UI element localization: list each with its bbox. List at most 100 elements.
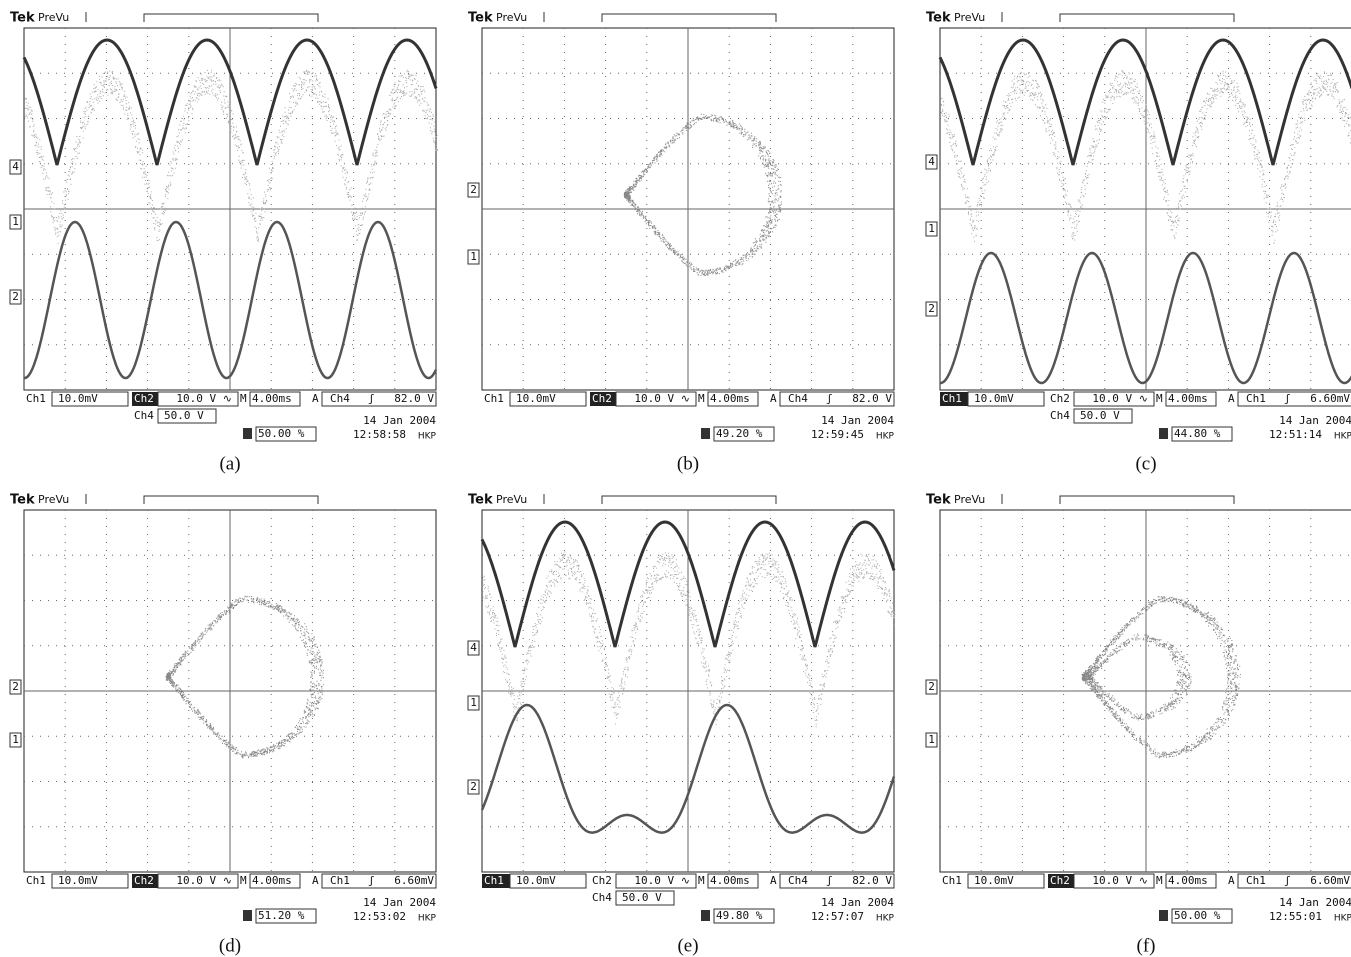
trig-pos: 49.20 %: [716, 427, 763, 440]
ch2-label: Ch2: [134, 874, 154, 887]
a-label: A: [770, 392, 777, 405]
ch1-label: Ch1: [942, 874, 962, 887]
caption: (d): [219, 935, 241, 956]
caption: (a): [219, 453, 240, 474]
trig-source: Ch1: [1246, 874, 1266, 887]
a-label: A: [312, 392, 319, 405]
acq-mode: PreVu: [954, 493, 985, 506]
a-label: A: [312, 874, 319, 887]
timebase: 4.00ms: [252, 392, 292, 405]
channel-marker: 1: [12, 733, 19, 746]
ch4-scale: 50.0 V: [1080, 409, 1120, 422]
trig-slope: ʃ: [1284, 392, 1291, 405]
scope-panel: TekPreVu21Ch110.0mVCh210.0 V ∿M4.00msACh…: [10, 493, 437, 957]
a-label: A: [1228, 392, 1235, 405]
ch4-label: Ch4: [1050, 409, 1070, 422]
time: 12:59:45: [811, 428, 864, 441]
ch2-scale: 10.0 V ∿: [176, 874, 232, 887]
ch4-label: Ch4: [134, 409, 154, 422]
date: 14 Jan 2004: [363, 414, 436, 427]
ch2-scale: 10.0 V ∿: [634, 874, 690, 887]
channel-marker: 1: [12, 215, 19, 228]
brand: Tek: [468, 493, 493, 508]
trig-slope: ʃ: [368, 874, 375, 887]
caption: (f): [1137, 935, 1156, 956]
date: 14 Jan 2004: [821, 414, 894, 427]
timezone: HKP: [876, 914, 895, 924]
brand: Tek: [10, 493, 35, 508]
record-bracket: [1002, 12, 1234, 22]
acq-mode: PreVu: [38, 11, 69, 24]
trig-pos: 50.00 %: [258, 427, 305, 440]
ch2-label: Ch2: [592, 874, 612, 887]
record-bracket: [1002, 494, 1234, 504]
record-bracket: [544, 494, 776, 504]
trig-pos-icon: [1159, 428, 1168, 439]
trig-level: 6.60mV: [1310, 874, 1350, 887]
ch2-scale: 10.0 V ∿: [176, 392, 232, 405]
m-label: M: [698, 874, 705, 887]
timebase: 4.00ms: [710, 874, 750, 887]
time: 12:55:01: [1269, 910, 1322, 923]
trig-slope: ʃ: [826, 392, 833, 405]
brand: Tek: [926, 493, 951, 508]
trig-slope: ʃ: [368, 392, 375, 405]
timezone: HKP: [876, 432, 895, 442]
timezone: HKP: [418, 914, 437, 924]
timezone: HKP: [1334, 432, 1351, 442]
trig-pos-icon: [243, 910, 252, 921]
date: 14 Jan 2004: [821, 896, 894, 909]
timezone: HKP: [1334, 914, 1351, 924]
channel-marker: 1: [928, 733, 935, 746]
acq-mode: PreVu: [954, 11, 985, 24]
channel-marker: 1: [928, 222, 935, 235]
m-label: M: [698, 392, 705, 405]
brand: Tek: [926, 11, 951, 26]
a-label: A: [1228, 874, 1235, 887]
ch2-label: Ch2: [134, 392, 154, 405]
ch1-label: Ch1: [484, 392, 504, 405]
date: 14 Jan 2004: [363, 896, 436, 909]
channel-marker: 4: [928, 155, 935, 168]
trig-level: 82.0 V: [394, 392, 434, 405]
acq-mode: PreVu: [496, 11, 527, 24]
channel-marker: 1: [470, 696, 477, 709]
ch1-label: Ch1: [942, 392, 962, 405]
channel-marker: 2: [470, 183, 477, 196]
time: 12:58:58: [353, 428, 406, 441]
time: 12:51:14: [1269, 428, 1322, 441]
channel-marker: 2: [928, 680, 935, 693]
ch2-label: Ch2: [1050, 874, 1070, 887]
trig-level: 6.60mV: [1310, 392, 1350, 405]
ch1-label: Ch1: [26, 392, 46, 405]
trig-pos-icon: [243, 428, 252, 439]
channel-marker: 4: [470, 641, 477, 654]
ch1-scale: 10.0mV: [58, 392, 98, 405]
trig-pos-icon: [701, 428, 710, 439]
a-label: A: [770, 874, 777, 887]
scope-panel: TekPreVu412Ch110.0mVCh210.0 V ∿M4.00msAC…: [926, 11, 1351, 475]
timebase: 4.00ms: [710, 392, 750, 405]
trig-source: Ch4: [788, 874, 808, 887]
channel-marker: 2: [12, 680, 19, 693]
ch2-scale: 10.0 V ∿: [1092, 392, 1148, 405]
trig-source: Ch4: [788, 392, 808, 405]
trig-level: 82.0 V: [852, 392, 892, 405]
trig-source: Ch4: [330, 392, 350, 405]
ch1-scale: 10.0mV: [974, 392, 1014, 405]
time: 12:57:07: [811, 910, 864, 923]
trig-slope: ʃ: [1284, 874, 1291, 887]
ch1-scale: 10.0mV: [516, 392, 556, 405]
date: 14 Jan 2004: [1279, 414, 1351, 427]
acq-mode: PreVu: [496, 493, 527, 506]
date: 14 Jan 2004: [1279, 896, 1351, 909]
trig-source: Ch1: [1246, 392, 1266, 405]
figure: TekPreVu412Ch110.0mVCh210.0 V ∿M4.00msAC…: [0, 0, 1351, 957]
trig-level: 82.0 V: [852, 874, 892, 887]
brand: Tek: [10, 11, 35, 26]
caption: (b): [677, 453, 699, 474]
